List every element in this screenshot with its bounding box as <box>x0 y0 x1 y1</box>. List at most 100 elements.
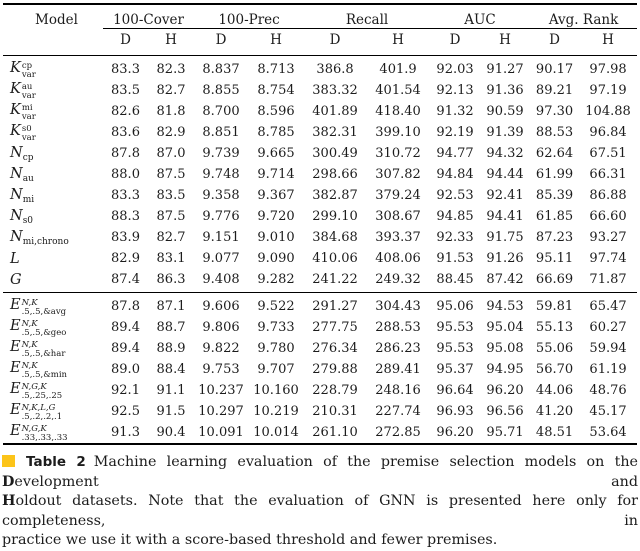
value-cell: 45.17 <box>589 404 627 419</box>
model-label: E N,G,K .5,.25,.25 <box>10 380 63 401</box>
value-cell: 83.1 <box>156 251 186 266</box>
value-cell: 87.4 <box>103 269 148 293</box>
value-cell: 83.9 <box>111 230 140 245</box>
model-label: Ns0 <box>10 207 34 226</box>
caption-bold-h: H <box>2 493 16 509</box>
value-cell: 95.71 <box>486 425 524 440</box>
table-row: Ncp 87.8 87.0 9.739 9.665 300.49 310.72 94.77 94… <box>3 143 637 164</box>
value-cell: 418.40 <box>375 104 421 119</box>
value-cell: 92.33 <box>436 230 474 245</box>
value-cell: 9.090 <box>257 251 295 266</box>
value-cell: 88.45 <box>430 269 481 293</box>
model-label: G <box>3 269 103 293</box>
value-cell: 261.10 <box>312 425 358 440</box>
value-cell: 9.748 <box>202 167 240 182</box>
value-cell: 96.20 <box>486 383 524 398</box>
model-label: E N,K .5,.5,&har <box>10 338 66 359</box>
value-cell: 88.0 <box>111 167 140 182</box>
value-cell: 88.3 <box>111 209 140 224</box>
value-cell: 291.27 <box>312 299 358 314</box>
value-cell: 9.408 <box>194 269 249 293</box>
value-cell: 97.30 <box>535 104 574 119</box>
value-cell: 62.64 <box>535 146 574 161</box>
value-cell: 88.7 <box>156 320 186 335</box>
table-row: G 87.4 86.3 9.408 9.282 241.22 249.32 88.45 87.4… <box>3 269 638 293</box>
value-cell: 87.42 <box>480 269 531 293</box>
subheader-cell: H <box>148 28 195 56</box>
value-cell: 308.67 <box>375 209 421 224</box>
col-header-100-cover: 100-Cover <box>103 4 195 29</box>
col-header-100-prec: 100-Prec <box>194 4 305 29</box>
paper-table-figure: Model 100-Cover 100-Prec Recall AUC Avg.… <box>0 3 640 551</box>
model-symbol: L <box>10 250 20 267</box>
value-cell: 94.53 <box>486 299 524 314</box>
value-cell: 91.1 <box>156 383 186 398</box>
value-cell: 10.014 <box>253 425 299 440</box>
value-cell: 9.714 <box>257 167 295 182</box>
value-cell: 61.85 <box>535 209 574 224</box>
value-cell: 383.32 <box>312 83 358 98</box>
value-cell: 95.53 <box>436 320 474 335</box>
value-cell: 82.9 <box>111 251 140 266</box>
value-cell: 9.822 <box>202 341 240 356</box>
value-cell: 67.51 <box>589 146 627 161</box>
caption-marker-square <box>2 455 15 467</box>
value-cell: 91.75 <box>486 230 524 245</box>
value-cell: 8.855 <box>202 83 240 98</box>
value-cell: 66.69 <box>530 269 580 293</box>
value-cell: 9.077 <box>202 251 240 266</box>
subheader-cell: D <box>304 28 367 56</box>
value-cell: 9.707 <box>257 362 295 377</box>
model-label: E N,K .5,.5,&geo <box>10 317 67 338</box>
value-cell: 304.43 <box>375 299 421 314</box>
value-cell: 95.11 <box>535 251 574 266</box>
value-cell: 82.6 <box>111 104 140 119</box>
value-cell: 393.37 <box>375 230 421 245</box>
value-cell: 286.23 <box>375 341 421 356</box>
value-cell: 55.13 <box>535 320 574 335</box>
value-cell: 56.70 <box>535 362 574 377</box>
caption-text: oldout datasets. Note that the evaluatio… <box>2 493 638 529</box>
value-cell: 9.367 <box>257 188 295 203</box>
value-cell: 83.3 <box>111 188 140 203</box>
value-cell: 91.3 <box>111 425 140 440</box>
value-cell: 86.88 <box>589 188 627 203</box>
model-symbol: K <box>10 101 21 118</box>
value-cell: 41.20 <box>535 404 574 419</box>
value-cell: 9.358 <box>202 188 240 203</box>
table-row: E N,K .5,.5,&min 89.0 88.4 9.753 9.707 279.88 28… <box>3 359 637 380</box>
model-label: E N,K .5,.5,&min <box>10 359 68 380</box>
value-cell: 91.27 <box>486 62 524 77</box>
value-cell: 71.87 <box>579 269 638 293</box>
value-cell: 379.24 <box>375 188 421 203</box>
value-cell: 10.219 <box>253 404 299 419</box>
value-cell: 94.44 <box>486 167 524 182</box>
value-cell: 91.39 <box>486 125 524 140</box>
model-symbol: N <box>10 207 23 224</box>
group-header-row: Model 100-Cover 100-Prec Recall AUC Avg.… <box>3 4 638 56</box>
value-cell: 9.720 <box>257 209 295 224</box>
value-cell: 66.31 <box>589 167 627 182</box>
value-cell: 96.56 <box>486 404 524 419</box>
caption-text: practice we use it with a score-based th… <box>2 532 498 548</box>
value-cell: 86.3 <box>148 269 195 293</box>
value-cell: 89.21 <box>535 83 574 98</box>
table-row: E N,K,L,G .5,.2,.2,.1 92.5 91.5 10.297 10.219 2… <box>3 401 637 422</box>
value-cell: 210.31 <box>312 404 358 419</box>
value-cell: 9.010 <box>257 230 295 245</box>
table-header: Model 100-Cover 100-Prec Recall AUC Avg.… <box>3 4 638 56</box>
value-cell: 97.19 <box>589 83 627 98</box>
value-cell: 241.22 <box>304 269 367 293</box>
value-cell: 96.84 <box>589 125 627 140</box>
value-cell: 55.06 <box>535 341 574 356</box>
value-cell: 94.85 <box>436 209 474 224</box>
value-cell: 91.26 <box>486 251 524 266</box>
value-cell: 10.297 <box>198 404 244 419</box>
model-label: Nmi <box>10 186 35 205</box>
model-label: E N,K,L,G .5,.2,.2,.1 <box>10 401 63 422</box>
